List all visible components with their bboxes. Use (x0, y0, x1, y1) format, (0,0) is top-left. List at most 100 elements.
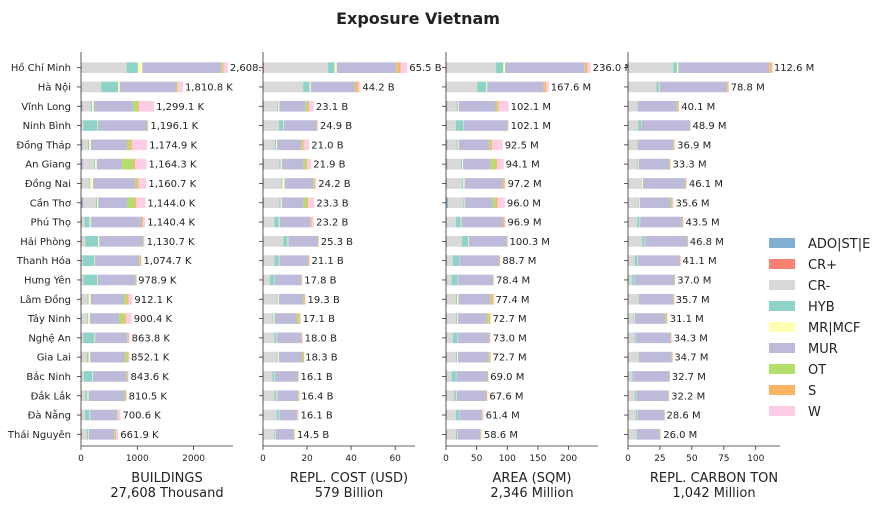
bar-segment (97, 120, 98, 131)
legend-swatch (769, 406, 795, 416)
bar-total-label: 31.1 M (670, 314, 704, 325)
bar-segment (463, 158, 491, 170)
bar-segment (638, 158, 670, 170)
bar-segment (464, 197, 466, 209)
bar-segment (81, 255, 83, 266)
category-label: Hải Phòng (20, 236, 71, 248)
bar-total-label: 1,144.0 K (147, 198, 195, 209)
bar-segment (458, 293, 491, 305)
bar-segment (503, 62, 506, 73)
bar-segment (277, 332, 302, 344)
bar-segment (126, 371, 128, 382)
bar-segment (309, 81, 311, 93)
bar-segment (486, 313, 489, 324)
x-tick-label: 2000 (182, 454, 205, 464)
bar-segment (307, 158, 312, 170)
bar-segment (310, 216, 312, 228)
bar-segment (125, 390, 127, 402)
bar-segment (727, 81, 729, 93)
bar-total-label: 18.3 B (305, 353, 337, 364)
bar-segment (488, 351, 490, 363)
bar-segment (667, 313, 668, 324)
bar-segment (451, 371, 456, 382)
bar-segment (97, 197, 99, 209)
x-tick-label: 100 (747, 454, 764, 464)
bar-segment (672, 293, 674, 305)
bar-segment (138, 100, 155, 112)
bar-total-label: 36.9 M (677, 140, 711, 151)
bar-segment (276, 293, 278, 305)
category-label: Bắc Ninh (26, 370, 71, 383)
bar-segment (303, 139, 310, 151)
bar-segment (126, 293, 129, 305)
bar-segment (88, 429, 89, 440)
bar-segment (636, 139, 637, 151)
bar-segment (117, 409, 118, 421)
bar-total-label: 69.0 M (490, 372, 524, 383)
bar-segment (462, 158, 464, 170)
bar-segment (634, 255, 638, 266)
bar-segment (676, 100, 678, 112)
category-label: Nghệ An (28, 332, 71, 344)
bar-segment (93, 100, 134, 112)
bar-segment (673, 293, 675, 305)
bar-segment (94, 255, 140, 266)
bar-segment (223, 62, 228, 73)
category-label: Hồ Chí Minh (11, 62, 71, 74)
bar-segment (274, 390, 277, 402)
bar-segment (274, 332, 277, 344)
bar-segment (88, 351, 91, 363)
panel-total: 1,042 Million (672, 486, 755, 501)
bar-segment (446, 236, 463, 247)
bar-segment (142, 216, 146, 228)
bar-total-label: 19.3 B (308, 295, 340, 306)
bar-segment (127, 371, 129, 382)
bar-segment (637, 351, 639, 363)
bar-segment (279, 409, 297, 421)
bar-segment (495, 62, 504, 73)
bar-segment (446, 429, 456, 440)
bar-segment (277, 100, 279, 112)
bar-total-label: 1,810.8 K (185, 82, 233, 93)
bar-segment (81, 81, 102, 93)
bar-segment (497, 197, 505, 209)
bar-segment (641, 178, 643, 189)
x-tick-label: 25 (654, 454, 665, 464)
bar-segment (95, 197, 98, 209)
bar-segment (92, 371, 93, 382)
bar-segment (277, 390, 299, 402)
bar-segment (81, 197, 83, 209)
bar-segment (81, 178, 90, 189)
bar-segment (98, 274, 136, 286)
bar-segment (446, 158, 448, 170)
bar-segment (455, 293, 458, 305)
x-tick-label: 60 (389, 454, 401, 464)
category-label: Cần Thơ (30, 197, 72, 209)
bar-segment (354, 81, 356, 93)
bar-segment (482, 409, 484, 421)
bar-segment (464, 178, 503, 189)
bar-segment (457, 313, 459, 324)
legend-item: ADO|ST|E (769, 237, 870, 252)
bar-segment (636, 429, 660, 440)
bar-segment (279, 100, 306, 112)
bar-total-label: 46.1 M (689, 179, 723, 190)
bar-total-label: 77.4 M (495, 295, 529, 306)
bar-total-label: 43.5 M (686, 218, 720, 229)
bar-segment (177, 81, 183, 93)
bar-segment (278, 293, 304, 305)
bar-segment (458, 313, 487, 324)
bar-segment (446, 178, 463, 189)
bar-segment (400, 62, 408, 73)
category-label: Đồng Nai (25, 178, 71, 190)
bar-total-label: 96.0 M (507, 198, 541, 209)
bar-segment (281, 178, 283, 189)
bar-segment (670, 158, 671, 170)
bar-segment (637, 139, 674, 151)
bar-segment (628, 120, 639, 131)
bar-segment (86, 351, 89, 363)
bar-segment (137, 100, 139, 112)
bar-segment (637, 255, 680, 266)
bar-segment (636, 332, 671, 344)
bar-segment (628, 371, 633, 382)
